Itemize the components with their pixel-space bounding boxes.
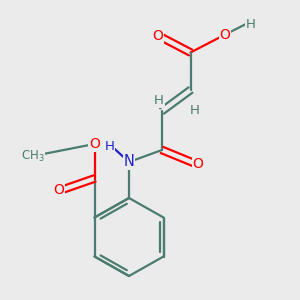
Text: O: O bbox=[220, 28, 230, 42]
Text: H: H bbox=[105, 140, 114, 154]
Text: N: N bbox=[124, 154, 134, 169]
Text: O: O bbox=[53, 184, 64, 197]
Text: H: H bbox=[154, 94, 164, 107]
Text: O: O bbox=[193, 157, 203, 170]
Text: H: H bbox=[246, 17, 255, 31]
Text: O: O bbox=[89, 137, 100, 151]
Text: CH$_3$: CH$_3$ bbox=[21, 148, 45, 164]
Text: O: O bbox=[152, 29, 163, 43]
Text: H: H bbox=[190, 104, 200, 118]
